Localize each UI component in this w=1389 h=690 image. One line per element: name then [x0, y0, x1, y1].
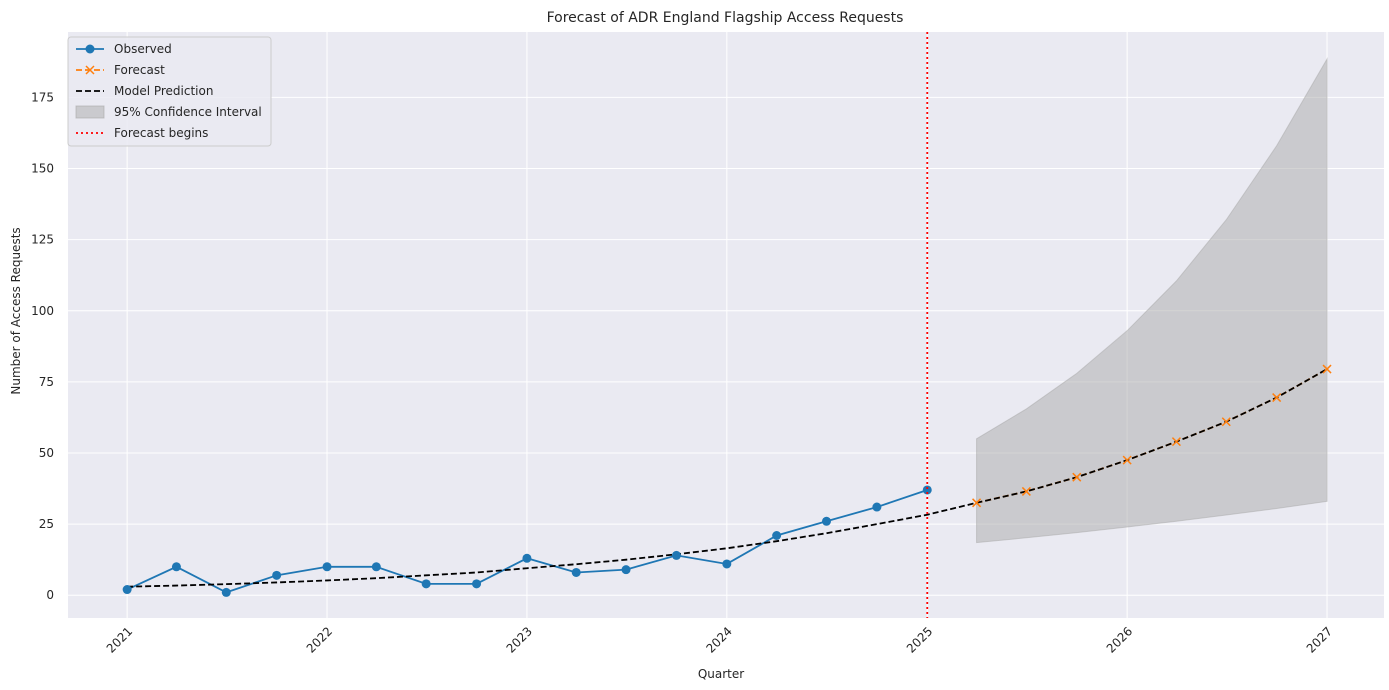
observed-point — [272, 570, 282, 580]
forecast-marker-stroke — [1272, 393, 1282, 403]
legend-label: Forecast — [114, 63, 165, 77]
y-tick-label: 0 — [46, 588, 54, 602]
forecast-marker-stroke — [1221, 417, 1231, 427]
observed-point — [621, 565, 631, 575]
observed-point — [571, 567, 581, 577]
legend-box — [67, 36, 272, 147]
x-tick-label: 2025 — [904, 624, 935, 655]
observed-point — [221, 587, 231, 597]
forecast-point — [1021, 486, 1031, 496]
legend-label: Model Prediction — [114, 84, 213, 98]
x-tick-label: 2022 — [304, 624, 335, 655]
forecast-marker-stroke — [1322, 364, 1332, 374]
forecast-point — [1272, 393, 1282, 403]
forecast-point — [1072, 472, 1082, 482]
observed-point — [671, 550, 681, 560]
legend-swatch — [75, 105, 105, 119]
chart-title: Forecast of ADR England Flagship Access … — [547, 10, 904, 26]
observed-point — [722, 559, 732, 569]
y-tick-label: 125 — [31, 233, 54, 247]
confidence-interval-layer — [976, 57, 1328, 544]
x-tick-label: 2021 — [104, 624, 135, 655]
legend-entry: Observed — [76, 42, 172, 56]
observed-point — [522, 553, 532, 563]
observed-point — [872, 502, 882, 512]
y-tick-label: 25 — [39, 517, 54, 531]
observed-point — [421, 579, 431, 589]
observed-point — [171, 562, 181, 572]
legend-label: Forecast begins — [114, 126, 208, 140]
forecast-marker-stroke — [1122, 455, 1132, 465]
x-tick-label: 2023 — [504, 624, 535, 655]
observed-point — [322, 562, 332, 572]
y-tick-label: 150 — [31, 162, 54, 176]
x-tick-label: 2027 — [1304, 624, 1335, 655]
forecast-point — [1221, 417, 1231, 427]
x-tick-label: 2026 — [1104, 624, 1135, 655]
y-axis-label: Number of Access Requests — [9, 227, 23, 394]
forecast-point — [1322, 364, 1332, 374]
x-axis-label: Quarter — [698, 667, 744, 681]
forecast-marker-stroke — [1072, 472, 1082, 482]
observed-point — [821, 516, 831, 526]
y-tick-label: 100 — [31, 304, 54, 318]
legend: Observed Forecast Model Prediction 95% Conf… — [67, 36, 272, 147]
legend-label: Observed — [114, 42, 172, 56]
forecast-marker-stroke — [1171, 437, 1181, 447]
observed-point — [472, 579, 482, 589]
legend-entry: Forecast begins — [76, 126, 208, 140]
forecast-marker-stroke — [1021, 486, 1031, 496]
y-tick-label: 175 — [31, 90, 54, 104]
legend-entry: 95% Confidence Interval — [75, 105, 262, 119]
y-tick-label: 75 — [39, 375, 54, 389]
forecast-point — [1122, 455, 1132, 465]
forecast-marker-stroke — [972, 498, 982, 508]
legend-entry: Model Prediction — [76, 84, 213, 98]
legend-label: 95% Confidence Interval — [114, 105, 262, 119]
observed-point — [772, 531, 782, 541]
observed-point — [371, 562, 381, 572]
legend-marker — [85, 44, 95, 54]
legend-entry: Forecast — [76, 63, 165, 77]
forecast-point — [972, 498, 982, 508]
series-layer — [122, 32, 1332, 618]
legend-marker — [85, 65, 95, 75]
x-tick-label: 2024 — [703, 624, 734, 655]
forecast-point — [1171, 437, 1181, 447]
confidence-band — [976, 57, 1328, 544]
observed-point — [922, 485, 932, 495]
observed-point — [122, 585, 132, 595]
y-tick-label: 50 — [39, 446, 54, 460]
